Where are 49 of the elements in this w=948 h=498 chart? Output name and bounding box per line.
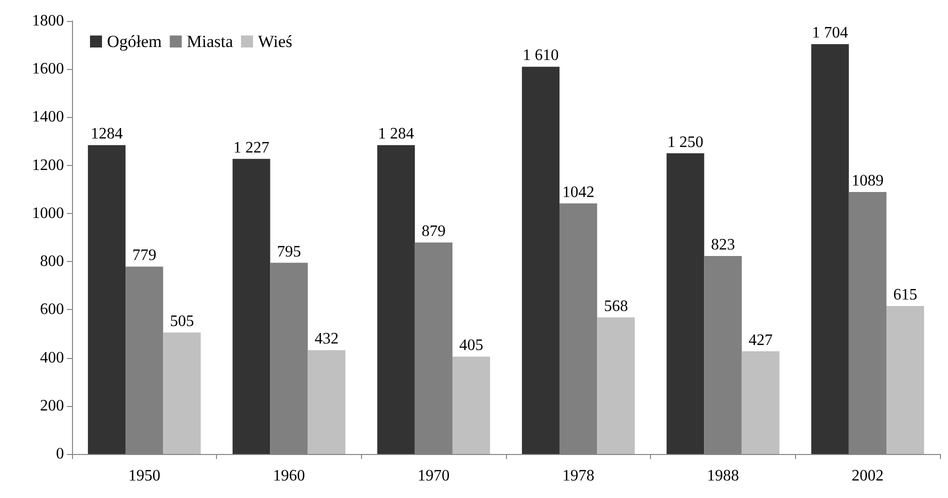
data-label: 568: [604, 298, 628, 315]
data-label: 879: [422, 223, 446, 240]
y-tick-label: 1200: [32, 156, 64, 174]
bar: [742, 351, 780, 454]
bar: [811, 44, 849, 454]
x-tick-label: 1960: [273, 468, 305, 484]
legend-label: Wieś: [258, 32, 292, 51]
bar: [88, 145, 126, 454]
data-label: 427: [748, 332, 773, 349]
bar: [163, 332, 201, 454]
x-tick-label: 1988: [707, 468, 739, 484]
x-tick-label: 1950: [128, 468, 160, 484]
data-label: 615: [893, 286, 918, 304]
data-label: 1042: [562, 184, 594, 201]
data-label: 1 250: [667, 134, 704, 151]
bar: [886, 306, 924, 454]
y-tick-label: 1800: [32, 12, 64, 30]
y-tick-label: 800: [40, 253, 64, 270]
data-label: 505: [170, 313, 194, 330]
data-label: 795: [277, 243, 301, 260]
data-label: 779: [132, 247, 156, 264]
data-label: 1 610: [522, 47, 559, 64]
data-label: 1089: [852, 172, 884, 190]
data-label: 1 227: [233, 139, 270, 156]
data-label: 823: [711, 236, 735, 254]
bar: [666, 153, 704, 454]
bar: [308, 350, 346, 454]
y-tick-label: 600: [40, 301, 64, 318]
bar: [597, 317, 635, 454]
x-tick-label: 2002: [852, 468, 884, 484]
bar: [452, 356, 490, 454]
legend-label: Ogółem: [107, 32, 162, 51]
y-tick-label: 1400: [32, 108, 64, 126]
data-label: 1 284: [378, 126, 414, 143]
y-tick-label: 1600: [32, 60, 64, 78]
y-tick-label: 400: [40, 349, 64, 366]
bar: [522, 66, 560, 454]
bar: [377, 145, 415, 454]
y-tick-label: 0: [56, 446, 64, 462]
data-label: 1 704: [812, 24, 848, 42]
x-tick-label: 1970: [418, 468, 450, 484]
data-label: 432: [314, 330, 339, 348]
data-label: 1284: [90, 126, 123, 143]
y-tick-label: 200: [40, 397, 64, 414]
bar: [232, 158, 270, 454]
data-label: 405: [459, 337, 484, 354]
y-tick-label: 1000: [32, 204, 64, 222]
x-tick-label: 1978: [562, 468, 594, 484]
legend-label: Miasta: [186, 32, 234, 51]
